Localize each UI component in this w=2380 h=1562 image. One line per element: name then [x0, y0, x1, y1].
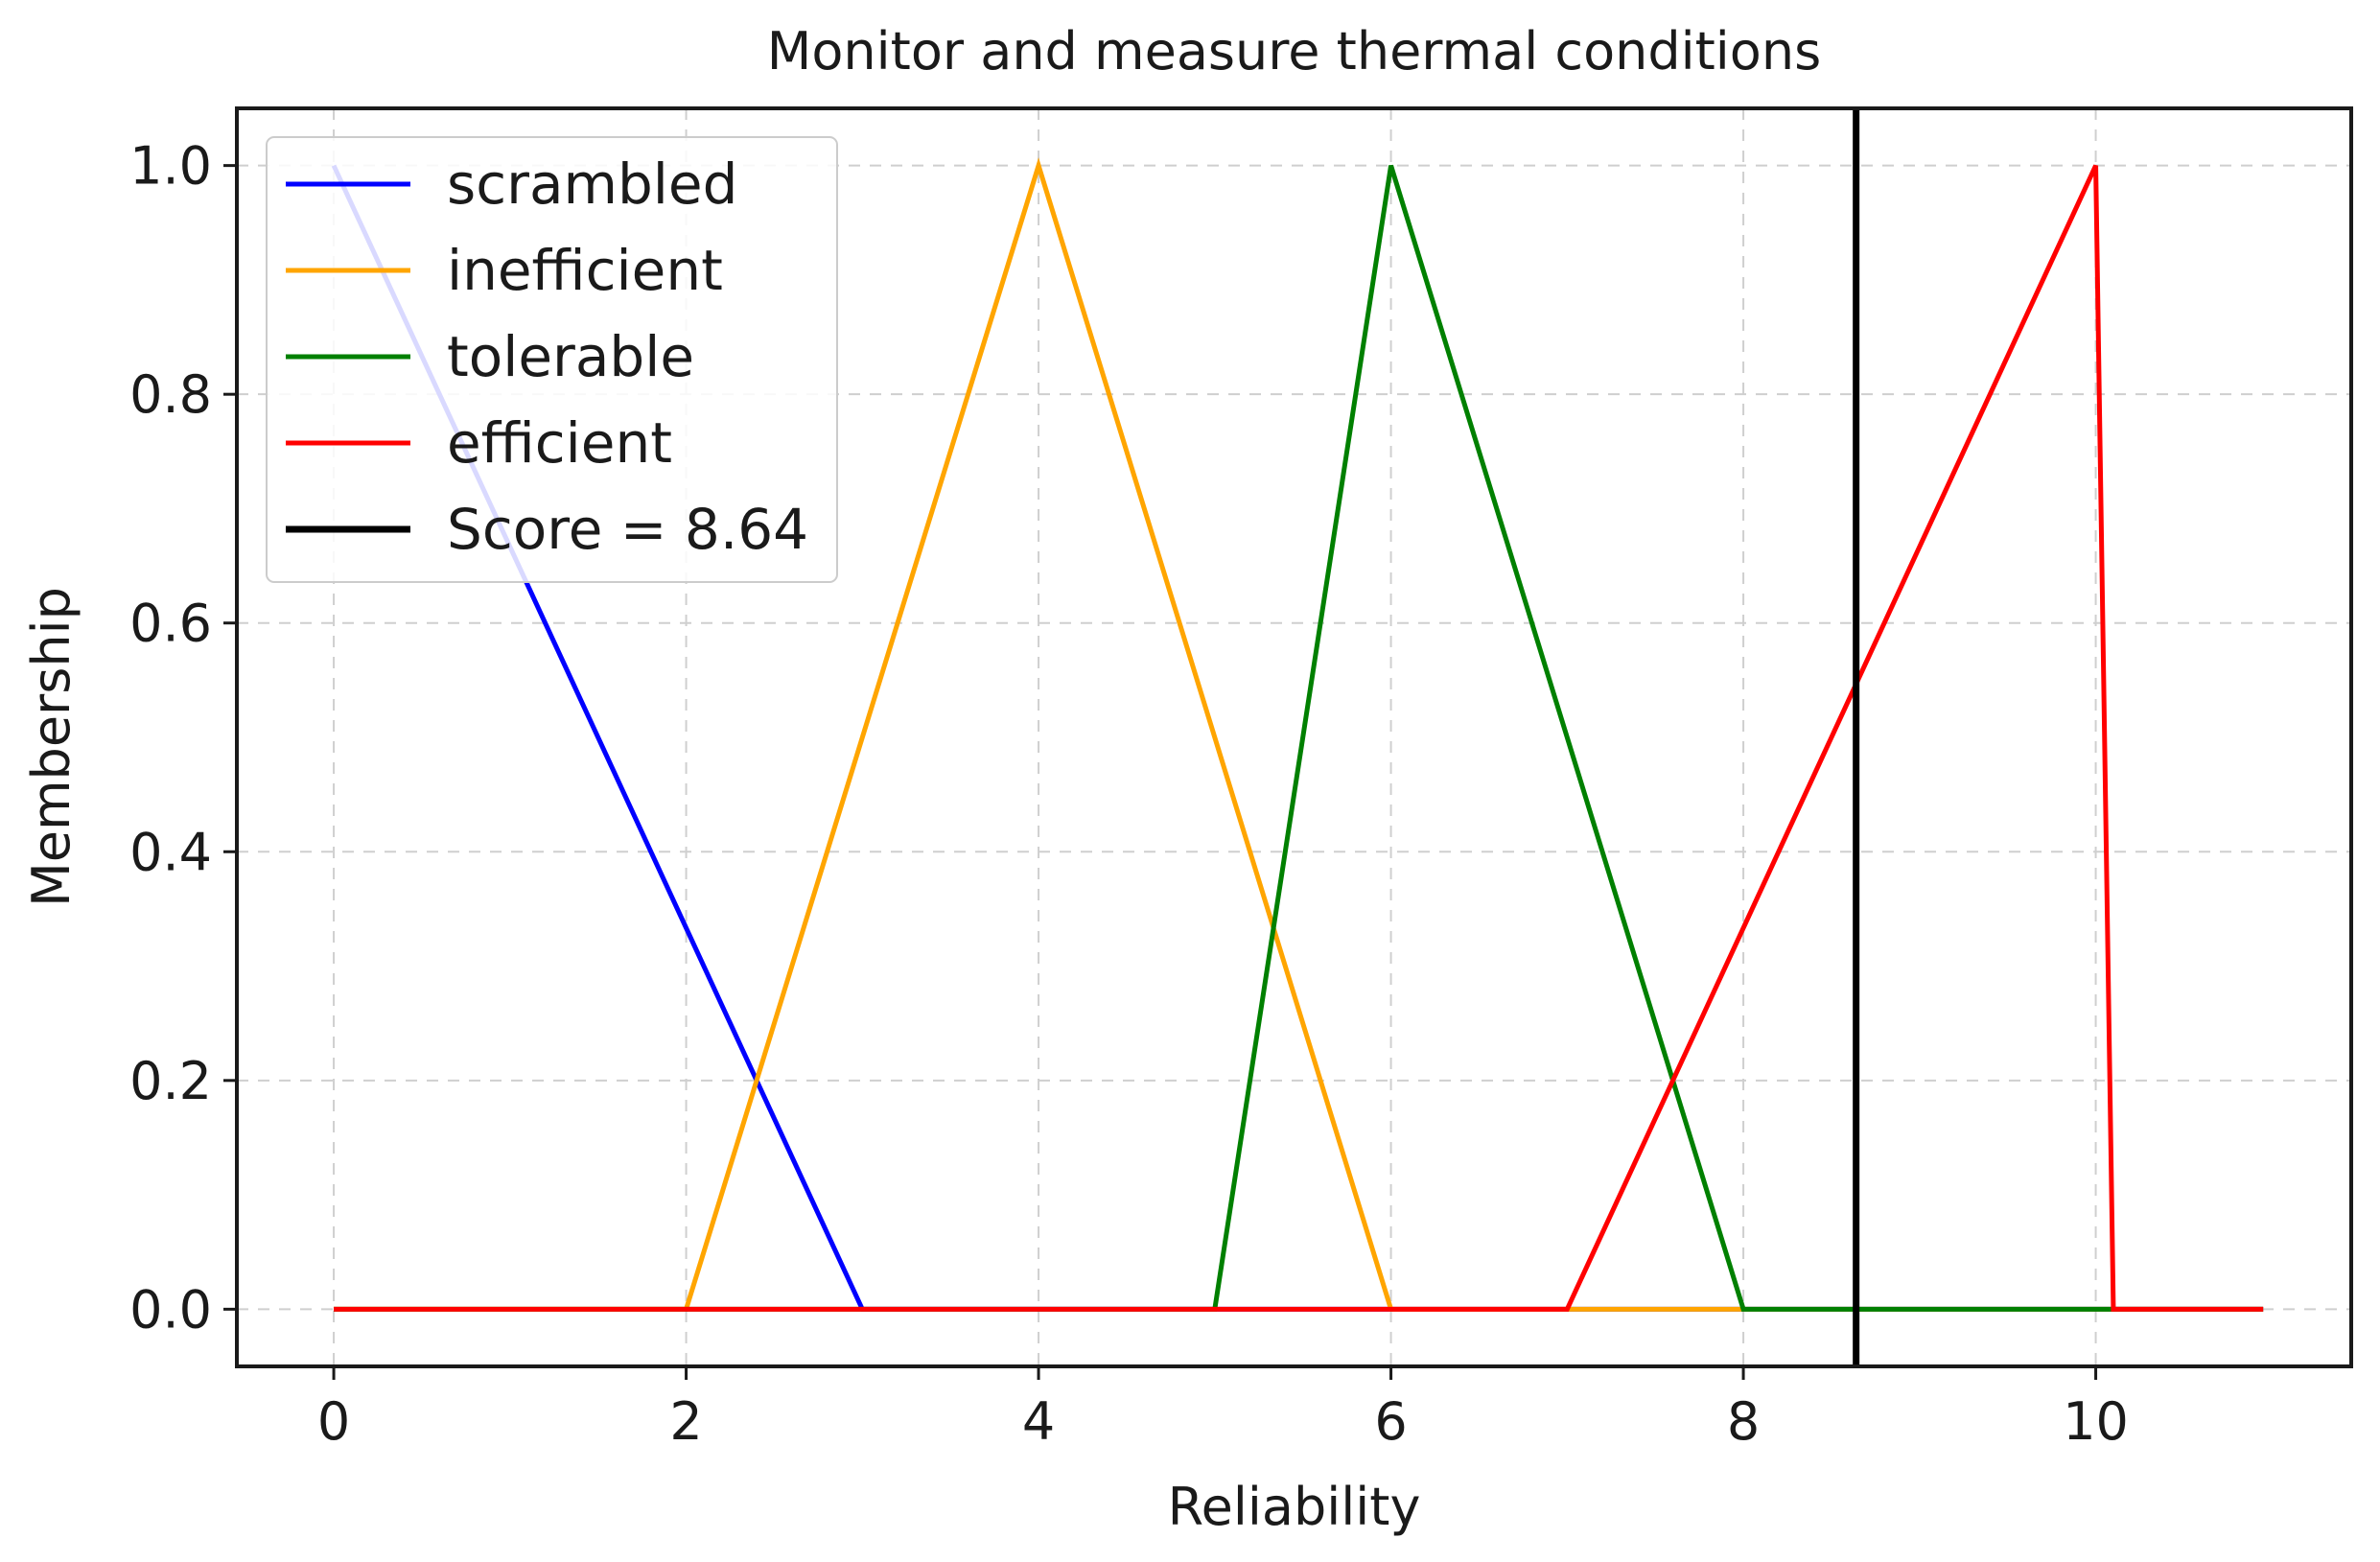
x-tick-label: 0 [317, 1391, 350, 1452]
y-tick-label: 0.0 [129, 1279, 212, 1340]
legend-box [266, 136, 838, 583]
legend-label: tolerable [447, 324, 694, 389]
x-tick-label: 10 [2063, 1391, 2129, 1452]
x-tick-label: 8 [1727, 1391, 1760, 1452]
legend: scrambled inefficient tolerable efficient Sc… [266, 136, 838, 583]
x-tick-label: 6 [1374, 1391, 1407, 1452]
y-tick-label: 0.8 [129, 364, 212, 425]
plot-frame [235, 106, 2353, 1368]
x-tick-label: 4 [1022, 1391, 1055, 1452]
y-tick-label: 0.6 [129, 594, 212, 654]
y-tick-label: 0.2 [129, 1051, 212, 1111]
legend-label: inefficient [447, 238, 723, 303]
x-axis-label: Reliability [1168, 1477, 1421, 1537]
legend-label: Score = 8.64 [447, 497, 808, 562]
y-axis-ticks: 0.0 0.2 0.4 0.6 0.8 1.0 [129, 136, 237, 1340]
y-tick-label: 1.0 [129, 136, 212, 197]
x-tick-label: 2 [669, 1391, 702, 1452]
x-axis-ticks: 0 2 4 6 8 10 [317, 1366, 2129, 1452]
legend-label: efficient [447, 410, 672, 476]
y-axis-label: Membership [21, 587, 82, 907]
legend-label: scrambled [447, 152, 737, 217]
series-line-efficient [334, 164, 2264, 1312]
chart-title: Monitor and measure thermal conditions [767, 21, 1821, 82]
y-tick-label: 0.4 [129, 822, 212, 882]
